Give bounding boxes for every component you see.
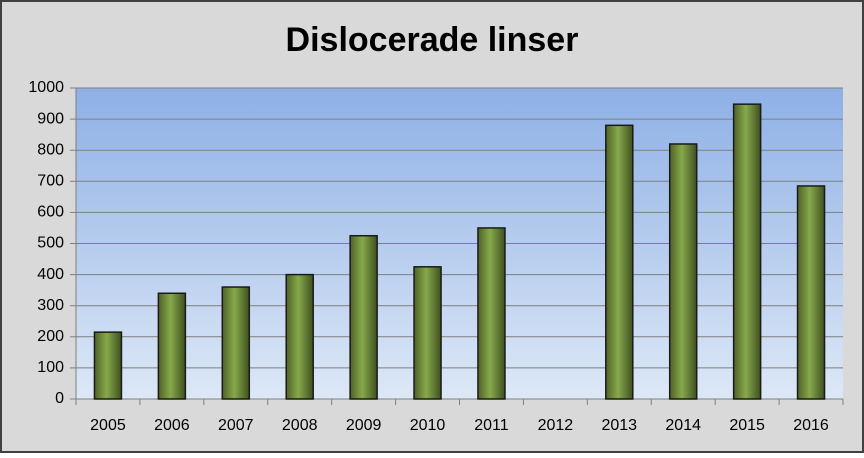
y-tick-label: 0 <box>55 390 64 407</box>
bar <box>349 234 378 400</box>
x-tick-label: 2010 <box>410 417 446 434</box>
y-tick-label: 100 <box>37 359 64 376</box>
bar <box>93 331 123 400</box>
x-tick-label: 2006 <box>154 417 190 434</box>
x-tick-label: 2016 <box>793 417 829 434</box>
x-tick-label: 2005 <box>90 417 126 434</box>
bar <box>221 286 251 400</box>
x-tick-label: 2014 <box>665 417 701 434</box>
y-tick-label: 700 <box>37 173 64 190</box>
bar <box>285 273 314 400</box>
bar <box>413 266 442 400</box>
y-tick-label: 200 <box>37 328 64 345</box>
bar <box>157 292 187 400</box>
bar <box>668 143 698 400</box>
y-tick-label: 900 <box>37 110 64 127</box>
x-tick-label: 2008 <box>282 417 318 434</box>
y-tick-label: 500 <box>37 235 64 252</box>
x-tick-label: 2012 <box>538 417 574 434</box>
y-tick-label: 400 <box>37 266 64 283</box>
chart-title: Dislocerade linser <box>286 21 579 59</box>
bar <box>732 103 762 400</box>
bar <box>796 185 826 400</box>
y-tick-label: 1000 <box>28 79 64 96</box>
x-tick-label: 2009 <box>346 417 382 434</box>
x-tick-label: 2013 <box>601 417 637 434</box>
bar <box>605 124 634 400</box>
y-tick-label: 300 <box>37 297 64 314</box>
x-tick-label: 2015 <box>729 417 765 434</box>
bar <box>477 227 506 400</box>
x-tick-label: 2007 <box>218 417 254 434</box>
y-tick-label: 800 <box>37 141 64 158</box>
y-tick-label: 600 <box>37 204 64 221</box>
x-tick-label: 2011 <box>474 417 509 434</box>
